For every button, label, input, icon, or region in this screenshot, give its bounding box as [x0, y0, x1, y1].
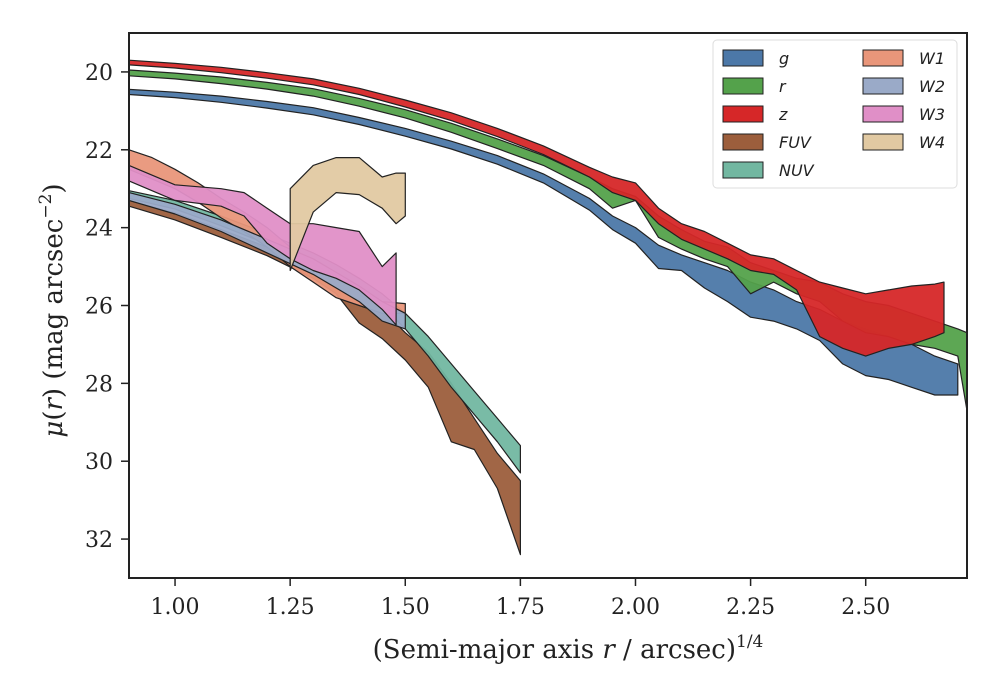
- band-z: [128, 59, 945, 357]
- legend-label-w1: W1: [919, 49, 945, 68]
- x-tick-label: 1.00: [151, 595, 200, 620]
- legend-label-fuv: FUV: [779, 133, 812, 152]
- y-tick-label: 30: [85, 450, 113, 475]
- y-tick-label: 24: [85, 217, 113, 242]
- y-tick-label: 32: [85, 528, 113, 553]
- legend-label-w3: W3: [919, 105, 945, 124]
- y-tick-label: 20: [85, 61, 113, 86]
- x-axis: 1.00 1.25 1.50 1.75 2.00 2.25 2.50: [151, 578, 890, 620]
- legend-swatch-fuv: [722, 133, 764, 151]
- x-tick-label: 2.00: [611, 595, 660, 620]
- legend-label-nuv: NUV: [779, 161, 815, 180]
- legend-label-r: r: [779, 77, 787, 96]
- band-g: [128, 88, 959, 396]
- legend-swatch-nuv: [722, 161, 764, 179]
- x-tick-label: 1.25: [266, 595, 315, 620]
- y-tick-label: 28: [85, 372, 113, 397]
- legend: grz FUV NUV W1 W2 W3 W4: [712, 39, 958, 189]
- band-w4: [289, 157, 406, 272]
- legend-swatch-w3: [862, 105, 904, 123]
- y-tick-label: 22: [85, 139, 113, 164]
- profile-bands: [128, 59, 968, 556]
- legend-label-w4: W4: [919, 133, 945, 152]
- legend-swatch-r: [722, 77, 764, 95]
- legend-swatch-g: [722, 49, 764, 67]
- x-tick-label: 1.50: [381, 595, 430, 620]
- legend-label-g: g: [779, 49, 789, 68]
- band-w3: [128, 164, 397, 326]
- x-tick-label: 1.75: [496, 595, 545, 620]
- x-tick-label: 2.50: [841, 595, 890, 620]
- y-tick-label: 26: [85, 295, 113, 320]
- legend-swatch-w4: [862, 133, 904, 151]
- legend-swatch-w1: [862, 49, 904, 67]
- legend-swatch-z: [722, 105, 764, 123]
- x-tick-label: 2.25: [726, 595, 775, 620]
- legend-box: [712, 39, 958, 189]
- legend-label-w2: W2: [919, 77, 945, 96]
- legend-label-z: z: [778, 105, 788, 124]
- legend-swatch-w2: [862, 77, 904, 95]
- x-axis-label: (Semi-major axis r / arcsec)1/4: [373, 632, 764, 665]
- y-axis: 20 22 24 26 28 30 32: [85, 61, 129, 553]
- y-axis-label: μ(r) (mag arcsec−2): [36, 183, 69, 437]
